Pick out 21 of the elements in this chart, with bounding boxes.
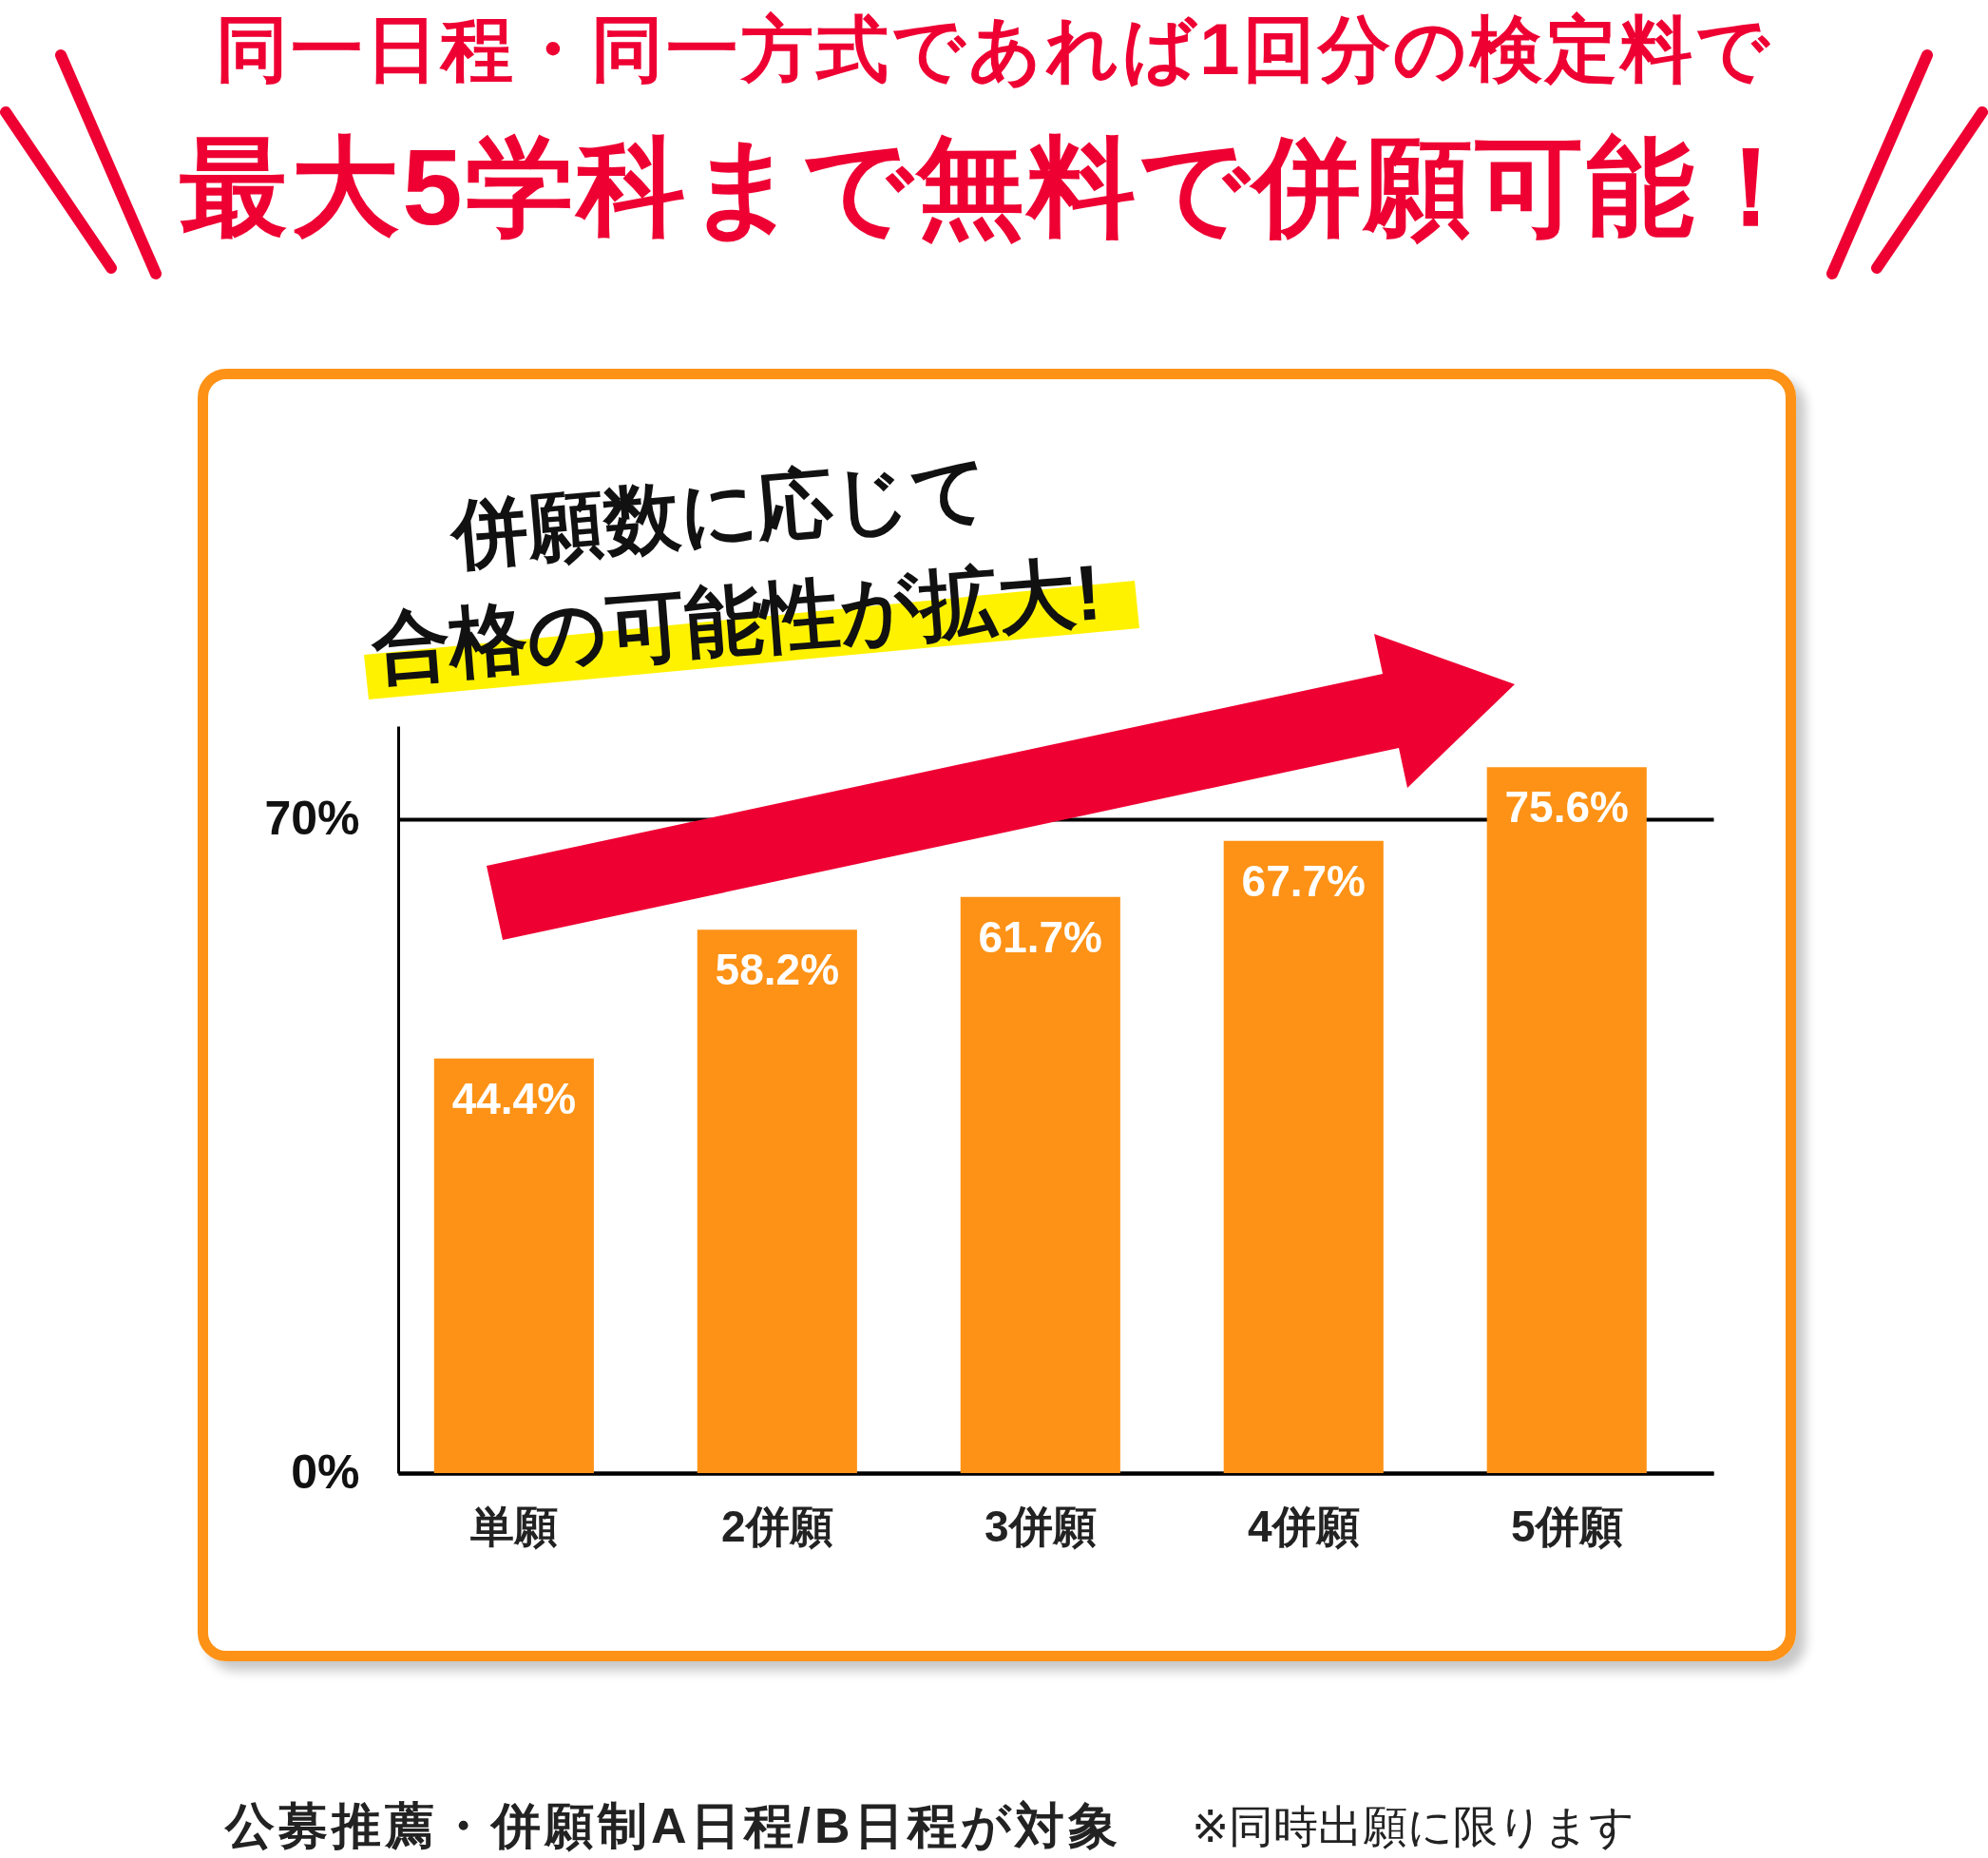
x-tick-label: 4併願 <box>1247 1501 1360 1551</box>
x-tick-label: 単願 <box>469 1501 558 1551</box>
bar <box>1223 840 1384 1473</box>
data-label: 75.6% <box>1504 782 1629 833</box>
text: ※同時出願に限ります <box>1192 1801 1635 1851</box>
y-tick-label: 0% <box>291 1445 360 1499</box>
chart-subtitle: 最大5学科まで無料で併願可能！ <box>179 126 1809 247</box>
data-label: 58.2% <box>715 945 840 995</box>
x-tick-label: 2併願 <box>721 1501 833 1551</box>
bar <box>697 929 857 1473</box>
data-label: 44.4% <box>451 1073 577 1123</box>
bar <box>960 896 1120 1473</box>
y-tick-label: 70% <box>264 791 360 845</box>
text: 公募推薦・併願制A日程/B日程が対象 <box>225 1798 1121 1853</box>
bar <box>1486 767 1647 1473</box>
data-label: 61.7% <box>978 911 1103 962</box>
data-label: 67.7% <box>1241 855 1366 906</box>
x-tick-label: 3併願 <box>984 1501 1097 1551</box>
x-tick-label: 5併願 <box>1510 1501 1623 1551</box>
bar <box>433 1058 594 1473</box>
chart-title: 同一日程・同一方式であれば1回分の検定料で <box>215 9 1773 89</box>
